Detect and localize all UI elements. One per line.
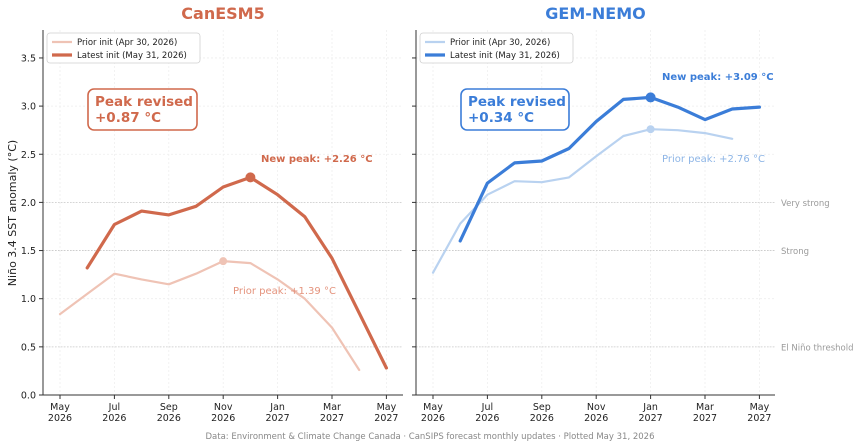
x-tick-label: 2026 (584, 413, 608, 424)
x-tick-label: Jan (642, 402, 658, 413)
x-tick-label: 2027 (747, 413, 771, 424)
legend-box (419, 32, 574, 64)
x-tick-label: 2026 (211, 413, 235, 424)
x-tick-label: May (750, 402, 770, 413)
y-tick-label: 0.5 (21, 342, 36, 353)
x-tick-label: 2026 (475, 413, 499, 424)
revision-box-title: Peak revised (95, 94, 193, 110)
y-tick-label: 1.0 (21, 294, 36, 305)
threshold-label: Very strong (781, 199, 830, 209)
x-tick-label: 2026 (530, 413, 554, 424)
x-tick-label: 2026 (157, 413, 181, 424)
x-tick-label: Sep (160, 402, 178, 413)
legend-box (46, 32, 201, 64)
y-tick-label: 3.0 (21, 102, 36, 113)
x-tick-label: 2026 (102, 413, 126, 424)
footer-note: Data: Environment & Climate Change Canad… (206, 432, 655, 442)
series-line (58, 260, 361, 372)
threshold-label: Strong (781, 247, 809, 257)
series-line (85, 175, 388, 370)
x-tick-label: May (50, 402, 70, 413)
x-tick-label: 2026 (48, 413, 72, 424)
x-tick-label: Mar (323, 402, 341, 413)
legend-label: Prior init (Apr 30, 2026) (450, 38, 550, 48)
y-tick-label: 2.0 (21, 198, 36, 209)
x-tick-label: 2027 (639, 413, 663, 424)
series-line (458, 95, 762, 243)
x-tick-label: 2027 (374, 413, 398, 424)
threshold-label: El Niño threshold (781, 343, 853, 353)
peak-label: Prior peak: +2.76 °C (662, 154, 765, 165)
peak-label: New peak: +2.26 °C (261, 154, 373, 165)
legend-label: Latest init (May 31, 2026) (77, 51, 187, 61)
revision-box (460, 88, 570, 131)
x-tick-label: 2027 (266, 413, 290, 424)
revision-box-value: +0.34 °C (468, 110, 534, 126)
x-tick-label: 2027 (693, 413, 717, 424)
x-tick-label: Nov (587, 402, 606, 413)
y-tick-label: 2.5 (21, 150, 36, 161)
peak-marker (646, 125, 655, 134)
y-tick-label: 1.5 (21, 246, 36, 257)
peak-label: New peak: +3.09 °C (662, 72, 774, 83)
series-line (431, 128, 734, 274)
y-tick-label: 0.0 (21, 391, 36, 402)
peak-marker (245, 172, 256, 183)
peak-marker (645, 92, 656, 103)
x-tick-label: Nov (214, 402, 233, 413)
peak-label: Prior peak: +1.39 °C (233, 286, 336, 297)
x-tick-label: 2026 (421, 413, 445, 424)
x-tick-label: Sep (533, 402, 551, 413)
legend-label: Prior init (Apr 30, 2026) (77, 38, 177, 48)
chart-title: GEM-NEMO (545, 4, 645, 23)
revision-box (87, 88, 198, 131)
x-tick-label: Mar (696, 402, 714, 413)
x-tick-label: May (377, 402, 397, 413)
legend-label: Latest init (May 31, 2026) (450, 51, 560, 61)
peak-marker (219, 257, 228, 266)
x-tick-label: Jul (108, 402, 120, 413)
chart-title: CanESM5 (181, 4, 264, 23)
y-axis-label: Niño 3.4 SST anomaly (°C) (6, 140, 19, 286)
y-tick-label: 3.5 (21, 53, 36, 64)
x-tick-label: May (423, 402, 443, 413)
revision-box-value: +0.87 °C (95, 110, 161, 126)
x-tick-label: Jul (481, 402, 493, 413)
revision-box-title: Peak revised (468, 94, 566, 110)
x-tick-label: 2027 (320, 413, 344, 424)
x-tick-label: Jan (269, 402, 285, 413)
